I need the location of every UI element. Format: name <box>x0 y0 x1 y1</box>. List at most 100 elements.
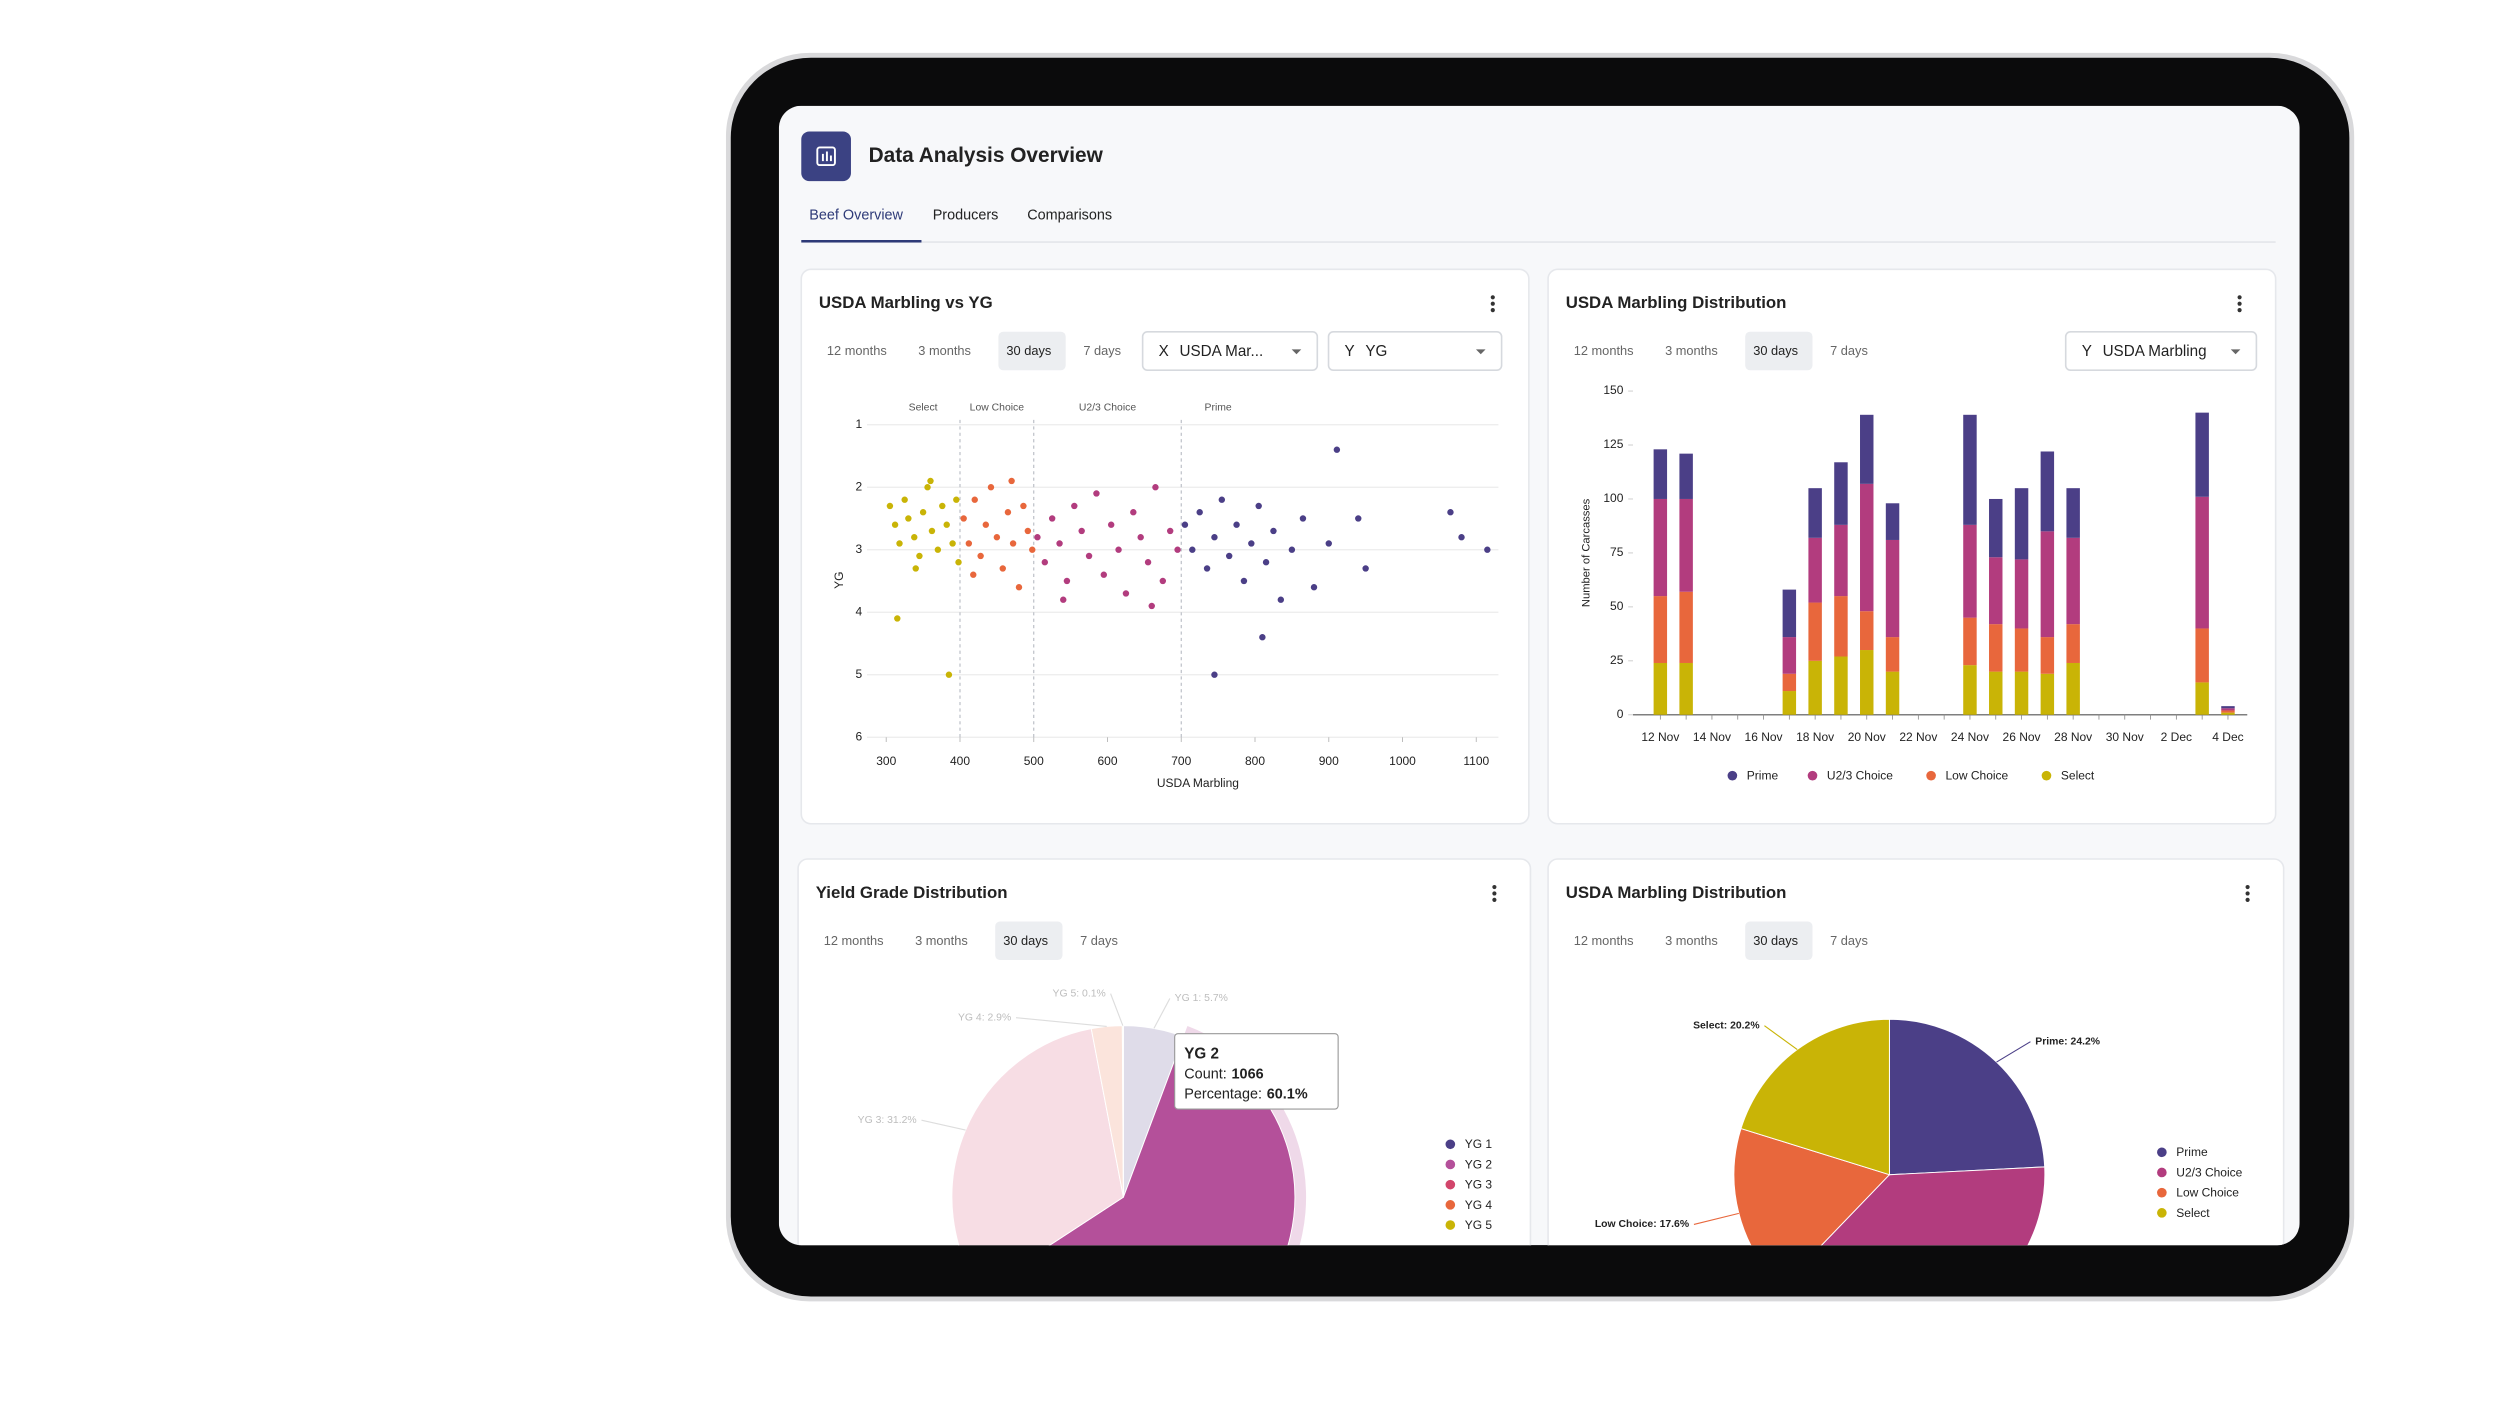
pie-slice[interactable] <box>951 1028 1124 1291</box>
time-range-button[interactable]: 30 days <box>1753 933 1798 948</box>
scatter-point <box>1144 559 1152 566</box>
legend-label[interactable]: Select <box>2176 1206 2210 1220</box>
legend-label[interactable]: U2/3 Choice <box>2176 1165 2242 1179</box>
legend-label[interactable]: Select <box>2061 769 2095 783</box>
dropdown[interactable] <box>1327 330 1503 372</box>
bar-segment <box>1989 557 2003 625</box>
time-range-button[interactable]: 3 months <box>1665 933 1718 948</box>
legend-marker[interactable] <box>1445 1200 1456 1210</box>
x-tick-label: 16 Nov <box>1745 730 1783 744</box>
time-range-button[interactable]: 30 days <box>1753 343 1798 358</box>
time-range-button[interactable]: 7 days <box>1830 933 1868 948</box>
y-tick-label: 2 <box>855 479 862 493</box>
scatter-point <box>1174 546 1181 553</box>
legend-label[interactable]: YG 5 <box>1465 1218 1493 1232</box>
scatter-point <box>1447 509 1454 516</box>
menu-dot[interactable] <box>2245 891 2250 896</box>
time-range-button[interactable]: 12 months <box>827 343 887 358</box>
x-tick-label: 800 <box>1245 754 1265 768</box>
scatter-point <box>1211 671 1218 678</box>
bar-segment <box>2040 637 2055 674</box>
scatter-point <box>896 540 903 547</box>
legend-marker[interactable] <box>1445 1139 1456 1150</box>
menu-dot[interactable] <box>2237 308 2242 313</box>
time-range-button[interactable]: 12 months <box>824 933 884 948</box>
pie-slice[interactable] <box>1740 1018 1890 1176</box>
menu-dot[interactable] <box>2245 897 2250 902</box>
dropdown[interactable] <box>2064 330 2258 372</box>
time-range-button[interactable]: 3 months <box>915 933 968 948</box>
tab[interactable]: Comparisons <box>1027 207 1112 223</box>
bar-segment <box>1834 656 1848 715</box>
pie-slice[interactable] <box>1733 1127 1891 1287</box>
menu-dot[interactable] <box>1490 295 1495 300</box>
tooltip-line: Count: 1066 <box>1184 1066 1263 1082</box>
bar-segment <box>1885 637 1900 672</box>
y-tick-label: 50 <box>1610 599 1624 613</box>
dropdown-axis-label: X <box>1159 343 1169 360</box>
tooltip-value: 1066 <box>1232 1066 1264 1082</box>
menu-dot[interactable] <box>2237 295 2242 300</box>
menu-dot[interactable] <box>2245 884 2250 890</box>
scatter-point <box>1008 477 1015 485</box>
screen: Data Analysis Overview Beef Overview Pro… <box>778 105 2300 1330</box>
legend-label[interactable]: YG 2 <box>1465 1157 1493 1171</box>
scatter-point <box>1277 596 1285 603</box>
card-title: USDA Marbling Distribution <box>1566 293 1787 312</box>
legend-marker[interactable] <box>1445 1179 1456 1190</box>
scatter-point <box>1041 559 1049 566</box>
menu-dot[interactable] <box>1490 308 1495 313</box>
pie-slice[interactable] <box>1780 1166 2046 1330</box>
bar-segment <box>2221 712 2235 715</box>
tooltip-label: Percentage: <box>1184 1086 1262 1102</box>
scatter-point <box>953 496 960 503</box>
time-range-button[interactable]: 30 days <box>1006 343 1051 358</box>
time-range-button[interactable]: 12 months <box>1574 343 1634 358</box>
time-range-button[interactable]: 12 months <box>1574 933 1634 948</box>
legend-label[interactable]: YG 3 <box>1465 1178 1493 1192</box>
legend-marker[interactable] <box>1727 770 1738 781</box>
legend-marker[interactable] <box>1926 770 1936 781</box>
scatter-point <box>886 502 894 510</box>
legend-label[interactable]: YG 1 <box>1465 1137 1493 1151</box>
bar-segment <box>1653 449 1668 499</box>
legend-marker[interactable] <box>2157 1187 2167 1198</box>
time-range-button[interactable]: 30 days <box>1003 933 1048 948</box>
legend-marker[interactable] <box>1445 1159 1456 1170</box>
menu-dot[interactable] <box>1492 891 1497 896</box>
time-range-button[interactable]: 7 days <box>1830 343 1868 358</box>
tab[interactable]: Beef Overview <box>809 207 903 223</box>
time-range-button[interactable]: 7 days <box>1080 933 1118 948</box>
scatter-point <box>1107 521 1115 528</box>
time-range-button[interactable]: 3 months <box>918 343 971 358</box>
legend-label[interactable]: Prime <box>1747 769 1779 783</box>
menu-dot[interactable] <box>1492 884 1497 890</box>
x-tick-label: 14 Nov <box>1693 730 1731 744</box>
scatter-point <box>905 515 912 522</box>
scatter-point <box>1166 527 1174 535</box>
x-tick-label: 1000 <box>1389 754 1416 768</box>
legend-label[interactable]: Low Choice <box>1946 769 2009 783</box>
legend-marker[interactable] <box>2157 1167 2167 1178</box>
menu-dot[interactable] <box>1490 301 1495 306</box>
tab[interactable]: Producers <box>933 207 999 223</box>
dropdown[interactable] <box>1141 330 1319 372</box>
bar-segment <box>2014 671 2029 715</box>
legend-marker[interactable] <box>2041 770 2052 781</box>
menu-dot[interactable] <box>1492 897 1497 902</box>
legend-marker[interactable] <box>2157 1147 2167 1158</box>
legend-label[interactable]: U2/3 Choice <box>1827 769 1893 783</box>
x-tick-label: 300 <box>876 754 896 768</box>
menu-dot[interactable] <box>2237 301 2242 306</box>
legend-marker[interactable] <box>1807 770 1818 781</box>
legend-label[interactable]: Low Choice <box>2176 1186 2239 1200</box>
legend-label[interactable]: YG 4 <box>1465 1198 1493 1212</box>
bar-segment <box>1989 671 2003 715</box>
legend-label[interactable]: Prime <box>2176 1145 2208 1159</box>
time-range-button[interactable]: 3 months <box>1665 343 1718 358</box>
pie-slice[interactable] <box>1888 1018 2046 1176</box>
legend-marker[interactable] <box>1445 1220 1456 1230</box>
legend-marker[interactable] <box>2157 1208 2167 1218</box>
time-range-button[interactable]: 7 days <box>1083 343 1121 358</box>
